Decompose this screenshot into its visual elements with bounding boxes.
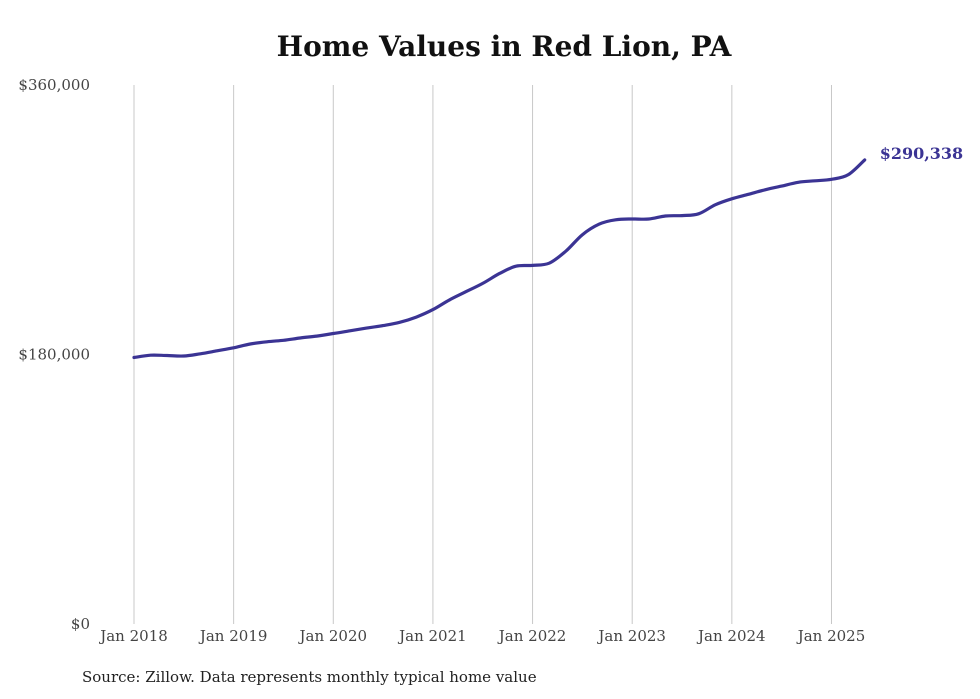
y-axis-ticks: $0 $180,000 $360,000 [18,76,90,633]
grid-lines [133,85,832,624]
end-value-label: $290,338 [880,144,964,163]
y-tick-label: $0 [71,615,90,633]
x-tick-label: Jan 2018 [98,627,168,645]
chart-title: Home Values in Red Lion, PA [276,30,732,63]
source-note: Source: Zillow. Data represents monthly … [82,668,537,686]
x-tick-label: Jan 2025 [796,627,866,645]
x-axis-ticks: Jan 2018 Jan 2019 Jan 2020 Jan 2021 Jan 2022… [98,627,865,645]
x-tick-label: Jan 2022 [497,627,567,645]
x-tick-label: Jan 2020 [297,627,367,645]
x-tick-label: Jan 2019 [198,627,268,645]
y-tick-label: $180,000 [18,346,90,364]
x-tick-label: Jan 2021 [397,627,467,645]
x-tick-label: Jan 2024 [696,627,766,645]
series-line [132,158,867,360]
x-tick-label: Jan 2023 [596,627,666,645]
y-tick-label: $360,000 [18,76,90,94]
